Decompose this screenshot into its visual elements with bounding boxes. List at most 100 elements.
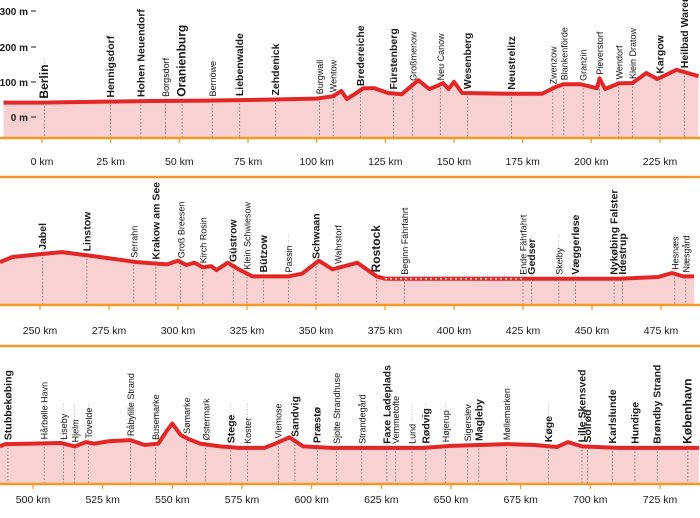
x-tick-label: 350 km [299, 325, 334, 337]
x-tick-label: 0 km [31, 156, 54, 168]
place-label: Hennigsdorf [105, 35, 117, 97]
place-label: Berlin [37, 65, 51, 99]
place-label: Skelby [554, 247, 564, 275]
place-label: Stege [225, 414, 237, 443]
place-label: Koster [243, 418, 253, 444]
place-label: Wendorf [614, 45, 624, 79]
place-label: Højerup [441, 410, 451, 442]
x-tick-label: 275 km [92, 325, 127, 337]
x-tick-label: 525 km [85, 494, 120, 506]
x-tick-label: 600 km [294, 494, 329, 506]
place-label: Granzin [579, 49, 589, 81]
place-label: Hundige [629, 402, 641, 444]
x-tick-label: 675 km [503, 494, 538, 506]
place-label: Stubbekøbing [2, 370, 14, 440]
place-label: Beginn Fährfahrt [400, 207, 410, 275]
place-label: Pieverstorf [595, 31, 605, 75]
place-label: Rostock [369, 225, 383, 273]
place-label: Großmenow [408, 31, 418, 81]
x-tick-label: 375 km [368, 325, 403, 337]
place-label: Klein Schwiesow [243, 202, 253, 270]
place-label: Østermark [201, 398, 211, 441]
x-tick-label: 575 km [225, 494, 260, 506]
profile-fill [3, 69, 699, 138]
place-label: Wahrstorf [334, 225, 344, 264]
place-label: Møllemarken [502, 388, 512, 440]
place-label: Heilbad Waren [679, 0, 691, 68]
place-label: Karlslunde [607, 389, 619, 443]
x-tick-label: 650 km [434, 494, 469, 506]
profile-panel-1: Berlin Hennigsdorf Hohen Neuendorf Borgsdor… [0, 0, 700, 179]
y-axis: 300 m 200 m 100 m 0 m [0, 7, 36, 124]
place-label: Wesenberg [462, 33, 474, 89]
x-tick-label: 325 km [230, 325, 265, 337]
place-label: Bredereiche [355, 25, 367, 86]
x-tick-label: 450 km [575, 325, 610, 337]
place-label: Væggerløse [570, 214, 582, 274]
place-label: Güstrow [228, 219, 240, 262]
y-tick-label: 0 m [11, 113, 28, 124]
place-label: Brøndby Strand [652, 365, 664, 444]
place-label: Nykøbing Falster [609, 190, 621, 275]
x-tick-label: 550 km [155, 494, 190, 506]
x-tick-label: 200 km [574, 156, 609, 168]
y-tick-label: 100 m [0, 78, 28, 89]
place-label: Lille Skensved [576, 369, 588, 442]
place-label: Liseby [59, 413, 69, 440]
place-label: København [680, 379, 694, 444]
place-label: Råbylille Strand [126, 373, 136, 436]
x-tick-label: 425 km [506, 325, 541, 337]
profile-line [0, 421, 699, 450]
y-tick-label: 200 m [0, 43, 28, 54]
place-label: Klein Dratow [628, 27, 638, 79]
place-label: Hohen Neuendorf [135, 9, 147, 98]
place-label: Hesnæs [670, 236, 680, 270]
x-tick-label: 150 km [437, 156, 472, 168]
place-label: Oranienburg [175, 25, 189, 97]
profile-panel-2: Heilbad Waren Jabel Linstow Serrahn Krakow a… [0, 182, 700, 348]
place-label: Sandvig [289, 396, 301, 437]
x-tick-label: 225 km [643, 156, 678, 168]
profile-fill [0, 423, 700, 484]
place-label: Wentow [329, 59, 339, 92]
x-tick-label: 475 km [644, 325, 679, 337]
x-tick-label: 400 km [437, 325, 472, 337]
x-tick-label: 100 km [299, 156, 334, 168]
x-tick-label: 700 km [573, 494, 608, 506]
place-label: Idestrup [617, 233, 629, 274]
place-label: Kirch Rosin [198, 217, 208, 263]
profile-panel-3: Stubbekøbing Hårbølle Havn Liseby Hjelm Tove… [0, 365, 700, 506]
place-label: Tovelde [84, 408, 94, 439]
place-label: Schwaan [311, 213, 323, 259]
place-label: Borgsdorf [161, 57, 171, 97]
x-tick-label: 50 km [165, 156, 194, 168]
place-label: Køge [543, 416, 555, 442]
y-tick-label: 300 m [0, 7, 28, 18]
place-label: Jabel [37, 223, 49, 250]
place-label: Busemarke [151, 394, 161, 440]
place-label: Magleby [473, 399, 485, 441]
place-label: Rødvig [420, 408, 432, 444]
place-label: Kargow [655, 34, 667, 73]
place-label: Sjolte Strandhuse [332, 373, 342, 444]
place-label: Solrød [582, 409, 594, 442]
x-tick-label: 250 km [23, 325, 58, 337]
place-label: Neu Canow [436, 33, 446, 81]
x-tick-label: 175 km [505, 156, 540, 168]
x-tick-label: 725 km [643, 494, 678, 506]
profile-line [3, 67, 700, 105]
place-label: Sigerslev [463, 404, 473, 442]
profile-line [0, 250, 695, 281]
place-label: Groß Breesen [176, 202, 186, 259]
place-label: Heilbad Waren [0, 184, 2, 257]
place-label: Fürstenberg [388, 28, 400, 89]
profile-fill [0, 252, 695, 305]
place-label: Præstø [312, 406, 324, 443]
place-label: Bernöwe [208, 61, 218, 97]
place-label: Hjelm [70, 419, 80, 442]
place-label: Gedser [526, 239, 538, 275]
place-label: Vemmetofte [391, 396, 401, 444]
place-label: Serrahn [129, 226, 139, 258]
x-tick-label: 625 km [364, 494, 399, 506]
